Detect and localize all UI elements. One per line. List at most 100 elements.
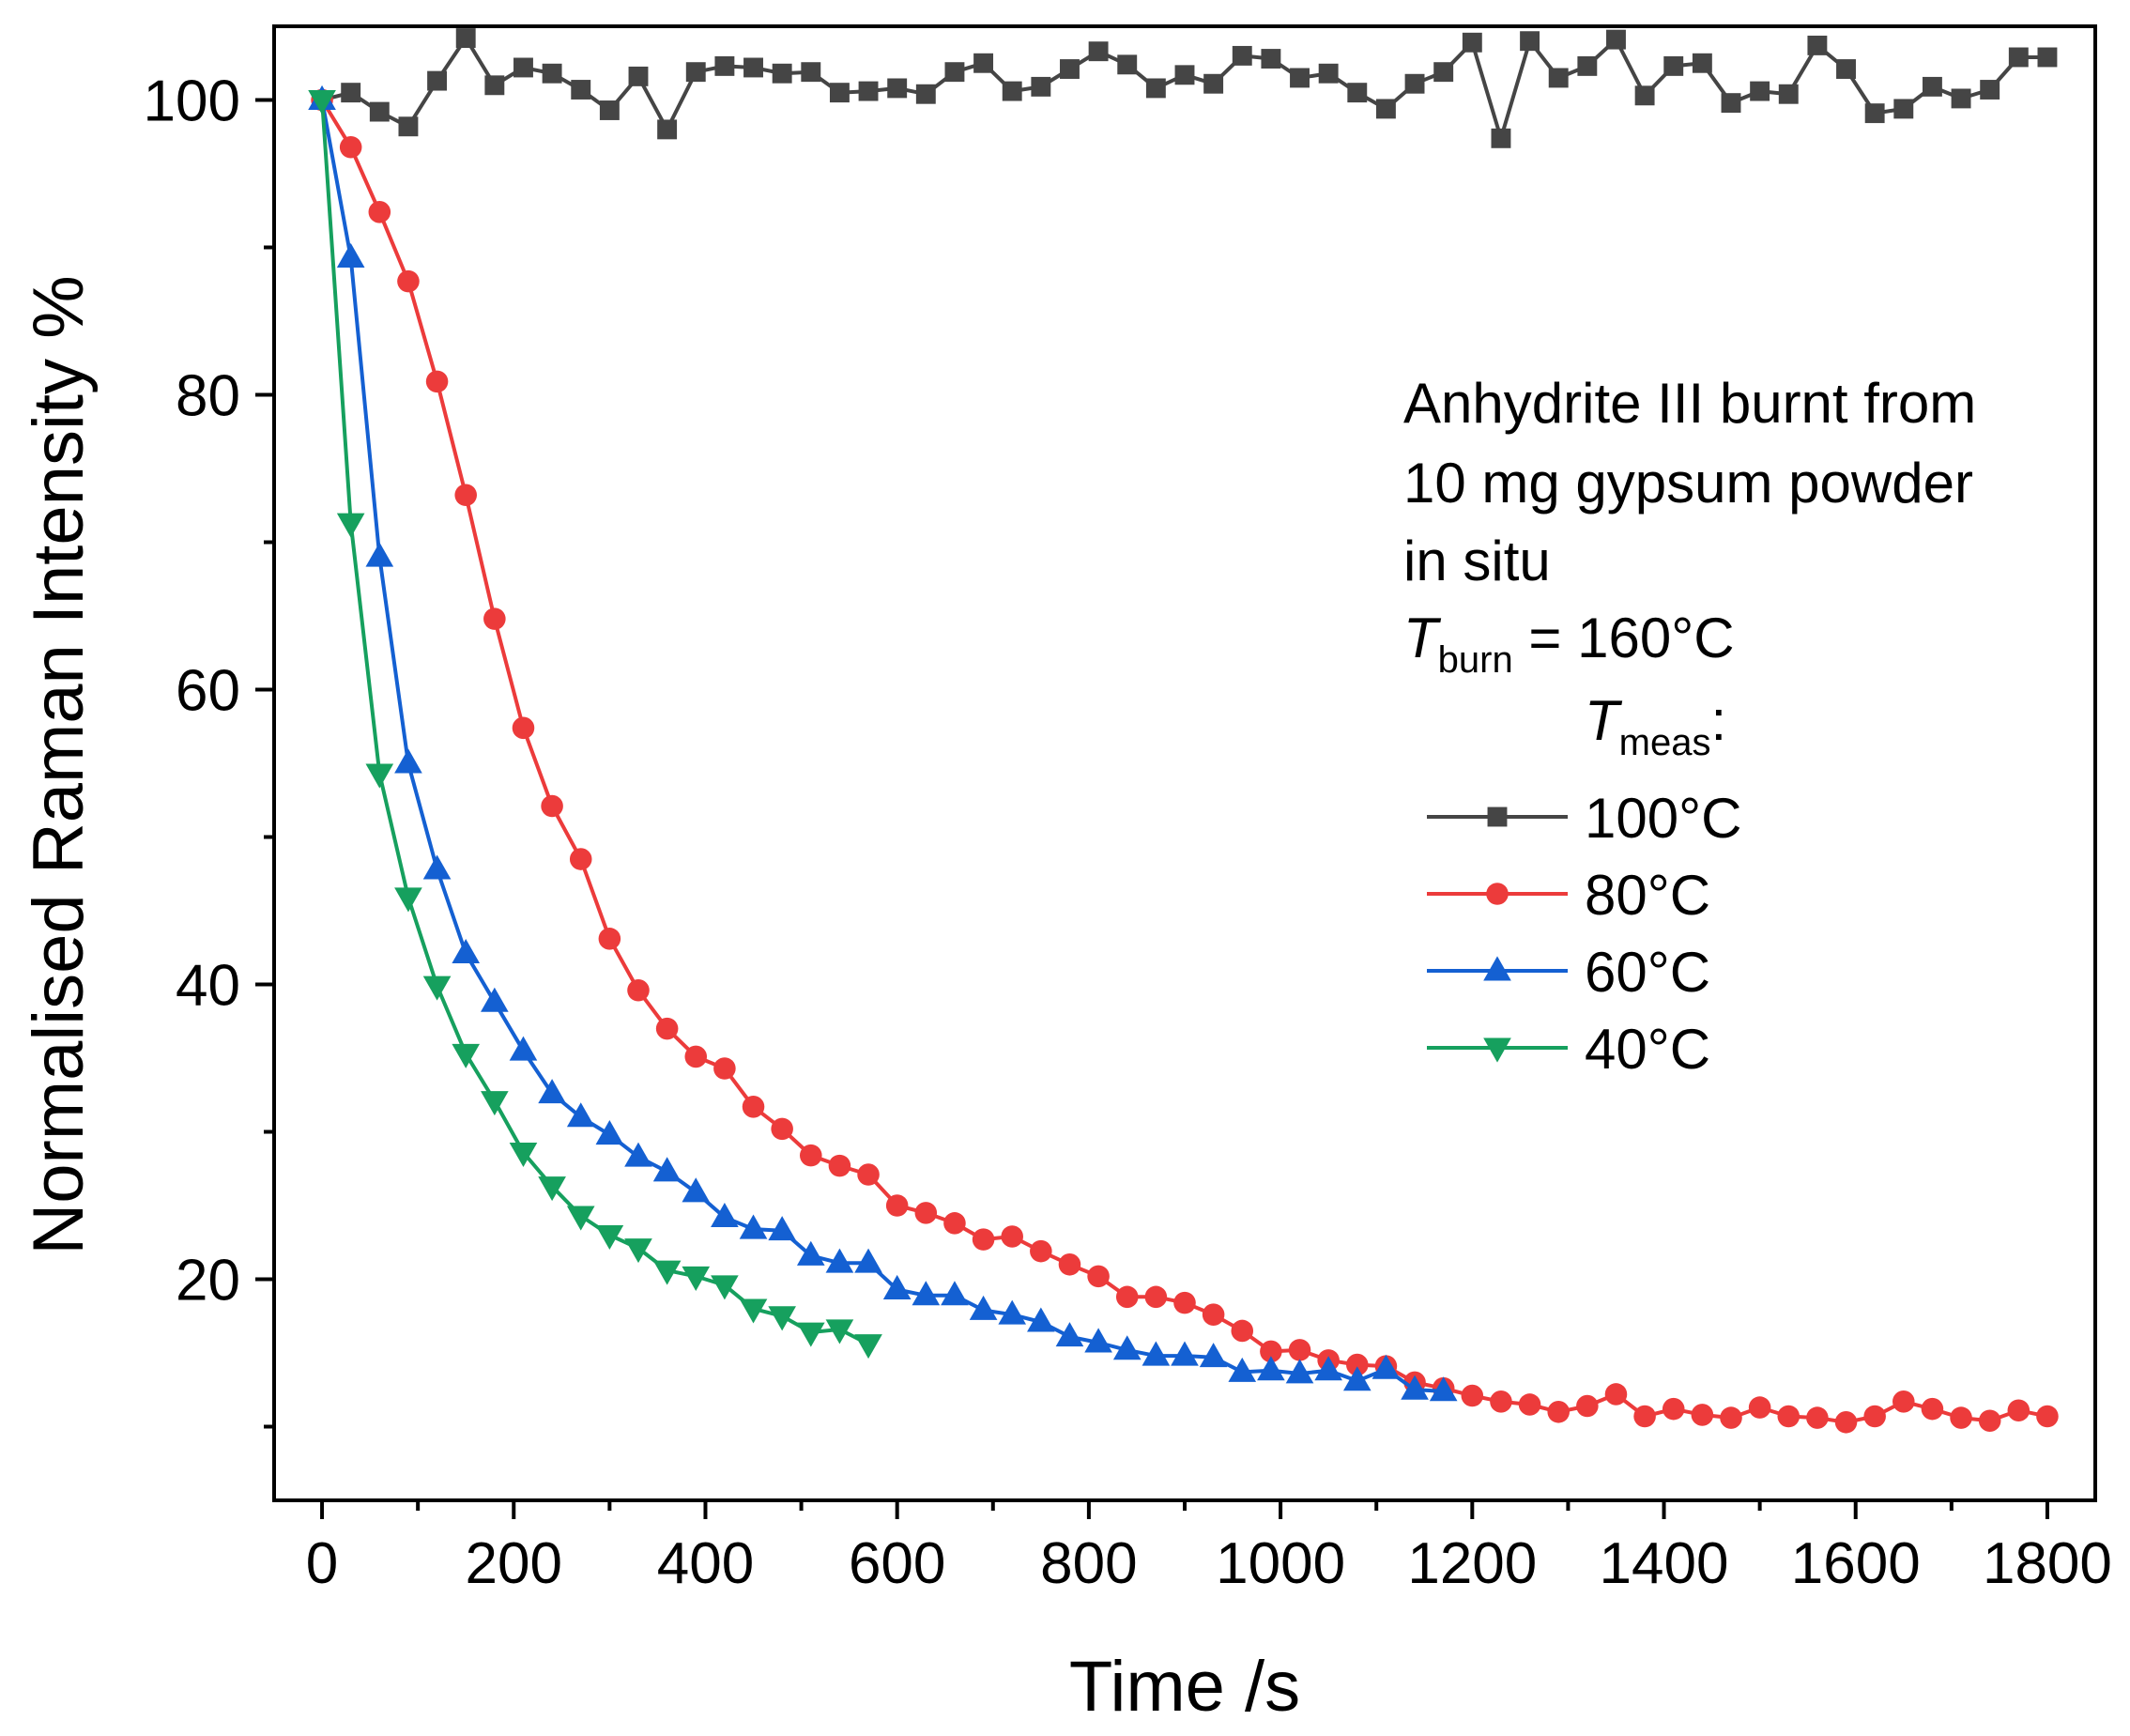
data-point: [1721, 93, 1741, 114]
legend: 100°C 80°C 60°C 40°C: [1427, 787, 1741, 1081]
x-tick-label: 0: [306, 1531, 338, 1596]
data-point: [1893, 99, 1914, 119]
data-point: [566, 1206, 595, 1231]
data-point: [1261, 49, 1281, 69]
axes-layer: 0 200 400 600 800 1000 1200 1400 1600 1800 20 40 60 8…: [144, 69, 2112, 1597]
data-point: [2037, 47, 2058, 68]
data-point: [628, 66, 649, 86]
data-point: [398, 116, 419, 137]
data-point: [1404, 73, 1425, 94]
data-point: [998, 1299, 1027, 1325]
data-point: [1087, 1265, 1110, 1288]
data-point: [341, 83, 361, 103]
data-point: [1055, 1322, 1084, 1347]
data-point: [422, 854, 452, 880]
data-point: [713, 1057, 736, 1080]
data-point: [768, 1306, 796, 1331]
data-point: [513, 57, 533, 78]
x-tick-label: 200: [466, 1531, 562, 1596]
data-point: [1173, 1291, 1196, 1314]
x-tick-label: 1400: [1600, 1531, 1729, 1596]
data-point: [1202, 1303, 1225, 1326]
data-point: [652, 1260, 682, 1285]
data-point: [2036, 1405, 2059, 1428]
annotation-line: Anhydrite III burnt from: [1403, 372, 1976, 435]
data-point: [1606, 29, 1626, 50]
data-point: [1691, 1404, 1714, 1426]
data-point: [1203, 73, 1224, 94]
data-point: [1375, 99, 1396, 119]
y-tick-label: 40: [176, 954, 240, 1019]
data-point: [569, 848, 592, 870]
data-point: [1633, 1405, 1656, 1428]
data-point: [801, 62, 821, 83]
data-point: [1863, 1405, 1886, 1428]
x-tick-label: 1000: [1216, 1531, 1345, 1596]
data-point: [825, 1319, 854, 1344]
data-point: [1342, 1366, 1371, 1391]
data-point: [1720, 1406, 1742, 1429]
data-point: [624, 1238, 652, 1264]
tburn-value: = 160°C: [1513, 607, 1735, 669]
data-point: [828, 1154, 851, 1177]
data-point: [885, 1194, 909, 1217]
data-point: [1576, 1394, 1599, 1418]
data-point: [1001, 1225, 1023, 1248]
data-point: [1058, 1253, 1081, 1276]
data-point: [1922, 76, 1942, 97]
y-axis-title: Normalised Raman Intensity %: [19, 275, 99, 1254]
data-point: [1088, 41, 1109, 62]
annotation-line: in situ: [1403, 530, 1551, 592]
data-point: [1027, 1307, 1055, 1332]
y-tick-label: 80: [176, 364, 240, 429]
y-tick-label: 100: [144, 69, 240, 134]
data-point: [509, 1143, 538, 1168]
data-point: [483, 607, 506, 630]
data-point: [1260, 1340, 1282, 1363]
data-point: [538, 1176, 566, 1202]
data-point: [1864, 103, 1885, 124]
data-point: [1112, 1335, 1142, 1360]
data-point: [455, 28, 476, 49]
data-point: [1002, 81, 1022, 101]
data-point: [1288, 1339, 1311, 1361]
data-point: [484, 75, 505, 96]
data-point: [1371, 1354, 1401, 1379]
x-tick-label: 1800: [1983, 1531, 2112, 1596]
data-point: [1807, 35, 1828, 55]
data-point: [1231, 1319, 1254, 1343]
annotation-tburn: Tburn = 160°C: [1403, 607, 1735, 681]
data-point: [711, 1275, 739, 1300]
data-point: [481, 987, 509, 1012]
tburn-subscript: burn: [1438, 639, 1513, 681]
data-point: [1346, 1353, 1369, 1376]
data-point: [425, 370, 449, 393]
data-point: [1834, 1411, 1858, 1434]
data-point: [652, 1157, 682, 1182]
data-point: [854, 1248, 882, 1273]
data-point: [711, 1202, 739, 1228]
series-100c: [312, 28, 2058, 148]
legend-item: 40°C: [1427, 1018, 1710, 1081]
data-point: [394, 887, 422, 913]
data-point: [743, 57, 763, 78]
data-point: [336, 513, 365, 538]
x-axis-title: Time /s: [1069, 1647, 1300, 1727]
data-point: [1547, 1401, 1570, 1423]
legend-item: 60°C: [1427, 941, 1710, 1004]
tburn-symbol: T: [1403, 607, 1442, 669]
data-point: [1401, 1375, 1429, 1400]
data-point: [1604, 1383, 1628, 1406]
data-point: [595, 1224, 624, 1250]
series-line: [320, 100, 1444, 1393]
data-point: [858, 81, 879, 101]
data-point: [1483, 956, 1511, 981]
data-point: [1518, 1393, 1541, 1416]
legend-label: 100°C: [1585, 787, 1741, 850]
data-point: [627, 979, 650, 1002]
data-point: [1199, 1343, 1228, 1368]
data-point: [1228, 1357, 1257, 1382]
legend-label: 40°C: [1585, 1018, 1710, 1081]
data-point: [368, 201, 391, 223]
